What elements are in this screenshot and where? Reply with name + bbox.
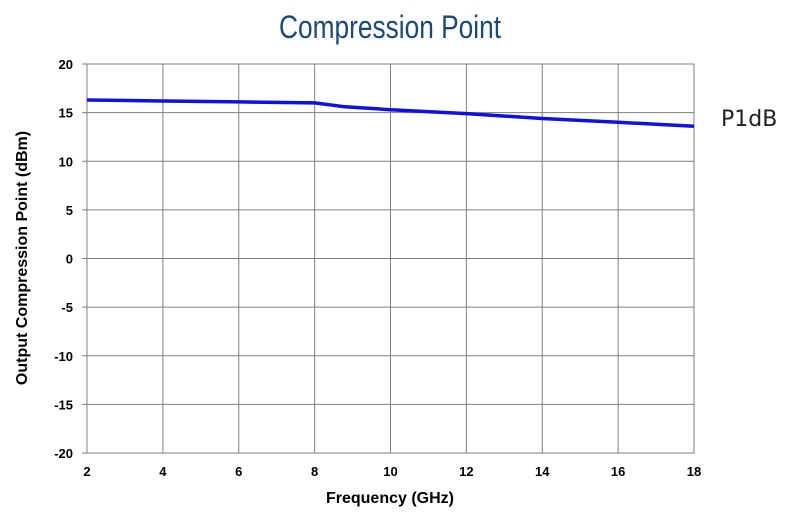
x-tick-label: 18 bbox=[687, 464, 701, 479]
x-axis-ticks: 2 4 6 8 10 12 14 16 18 bbox=[83, 464, 701, 479]
y-tick-label: 15 bbox=[59, 106, 73, 121]
y-axis-ticks: 20 15 10 5 0 -5 -10 -15 -20 bbox=[54, 57, 87, 461]
chart-title: Compression Point bbox=[279, 9, 501, 45]
y-tick-label: -20 bbox=[54, 446, 73, 461]
x-tick-label: 12 bbox=[459, 464, 473, 479]
x-tick-label: 2 bbox=[83, 464, 90, 479]
x-tick-label: 14 bbox=[535, 464, 550, 479]
y-tick-label: 10 bbox=[59, 154, 73, 169]
x-axis-label: Frequency (GHz) bbox=[326, 490, 454, 507]
y-axis-label: Output Compression Point (dBm) bbox=[14, 131, 31, 385]
y-tick-label: -15 bbox=[54, 397, 73, 412]
y-tick-label: 0 bbox=[66, 252, 73, 267]
y-tick-label: 20 bbox=[59, 57, 73, 72]
legend-entry-p1db: P1dB bbox=[721, 107, 777, 132]
x-tick-label: 8 bbox=[311, 464, 318, 479]
x-tick-label: 4 bbox=[159, 464, 167, 479]
y-tick-label: -5 bbox=[61, 300, 73, 315]
x-tick-label: 16 bbox=[611, 464, 625, 479]
y-tick-label: 5 bbox=[66, 203, 73, 218]
y-tick-label: -10 bbox=[54, 349, 73, 364]
x-tick-label: 6 bbox=[235, 464, 242, 479]
series-line-p1db bbox=[86, 98, 695, 128]
series-lines bbox=[86, 98, 695, 128]
x-tick-label: 10 bbox=[383, 464, 397, 479]
